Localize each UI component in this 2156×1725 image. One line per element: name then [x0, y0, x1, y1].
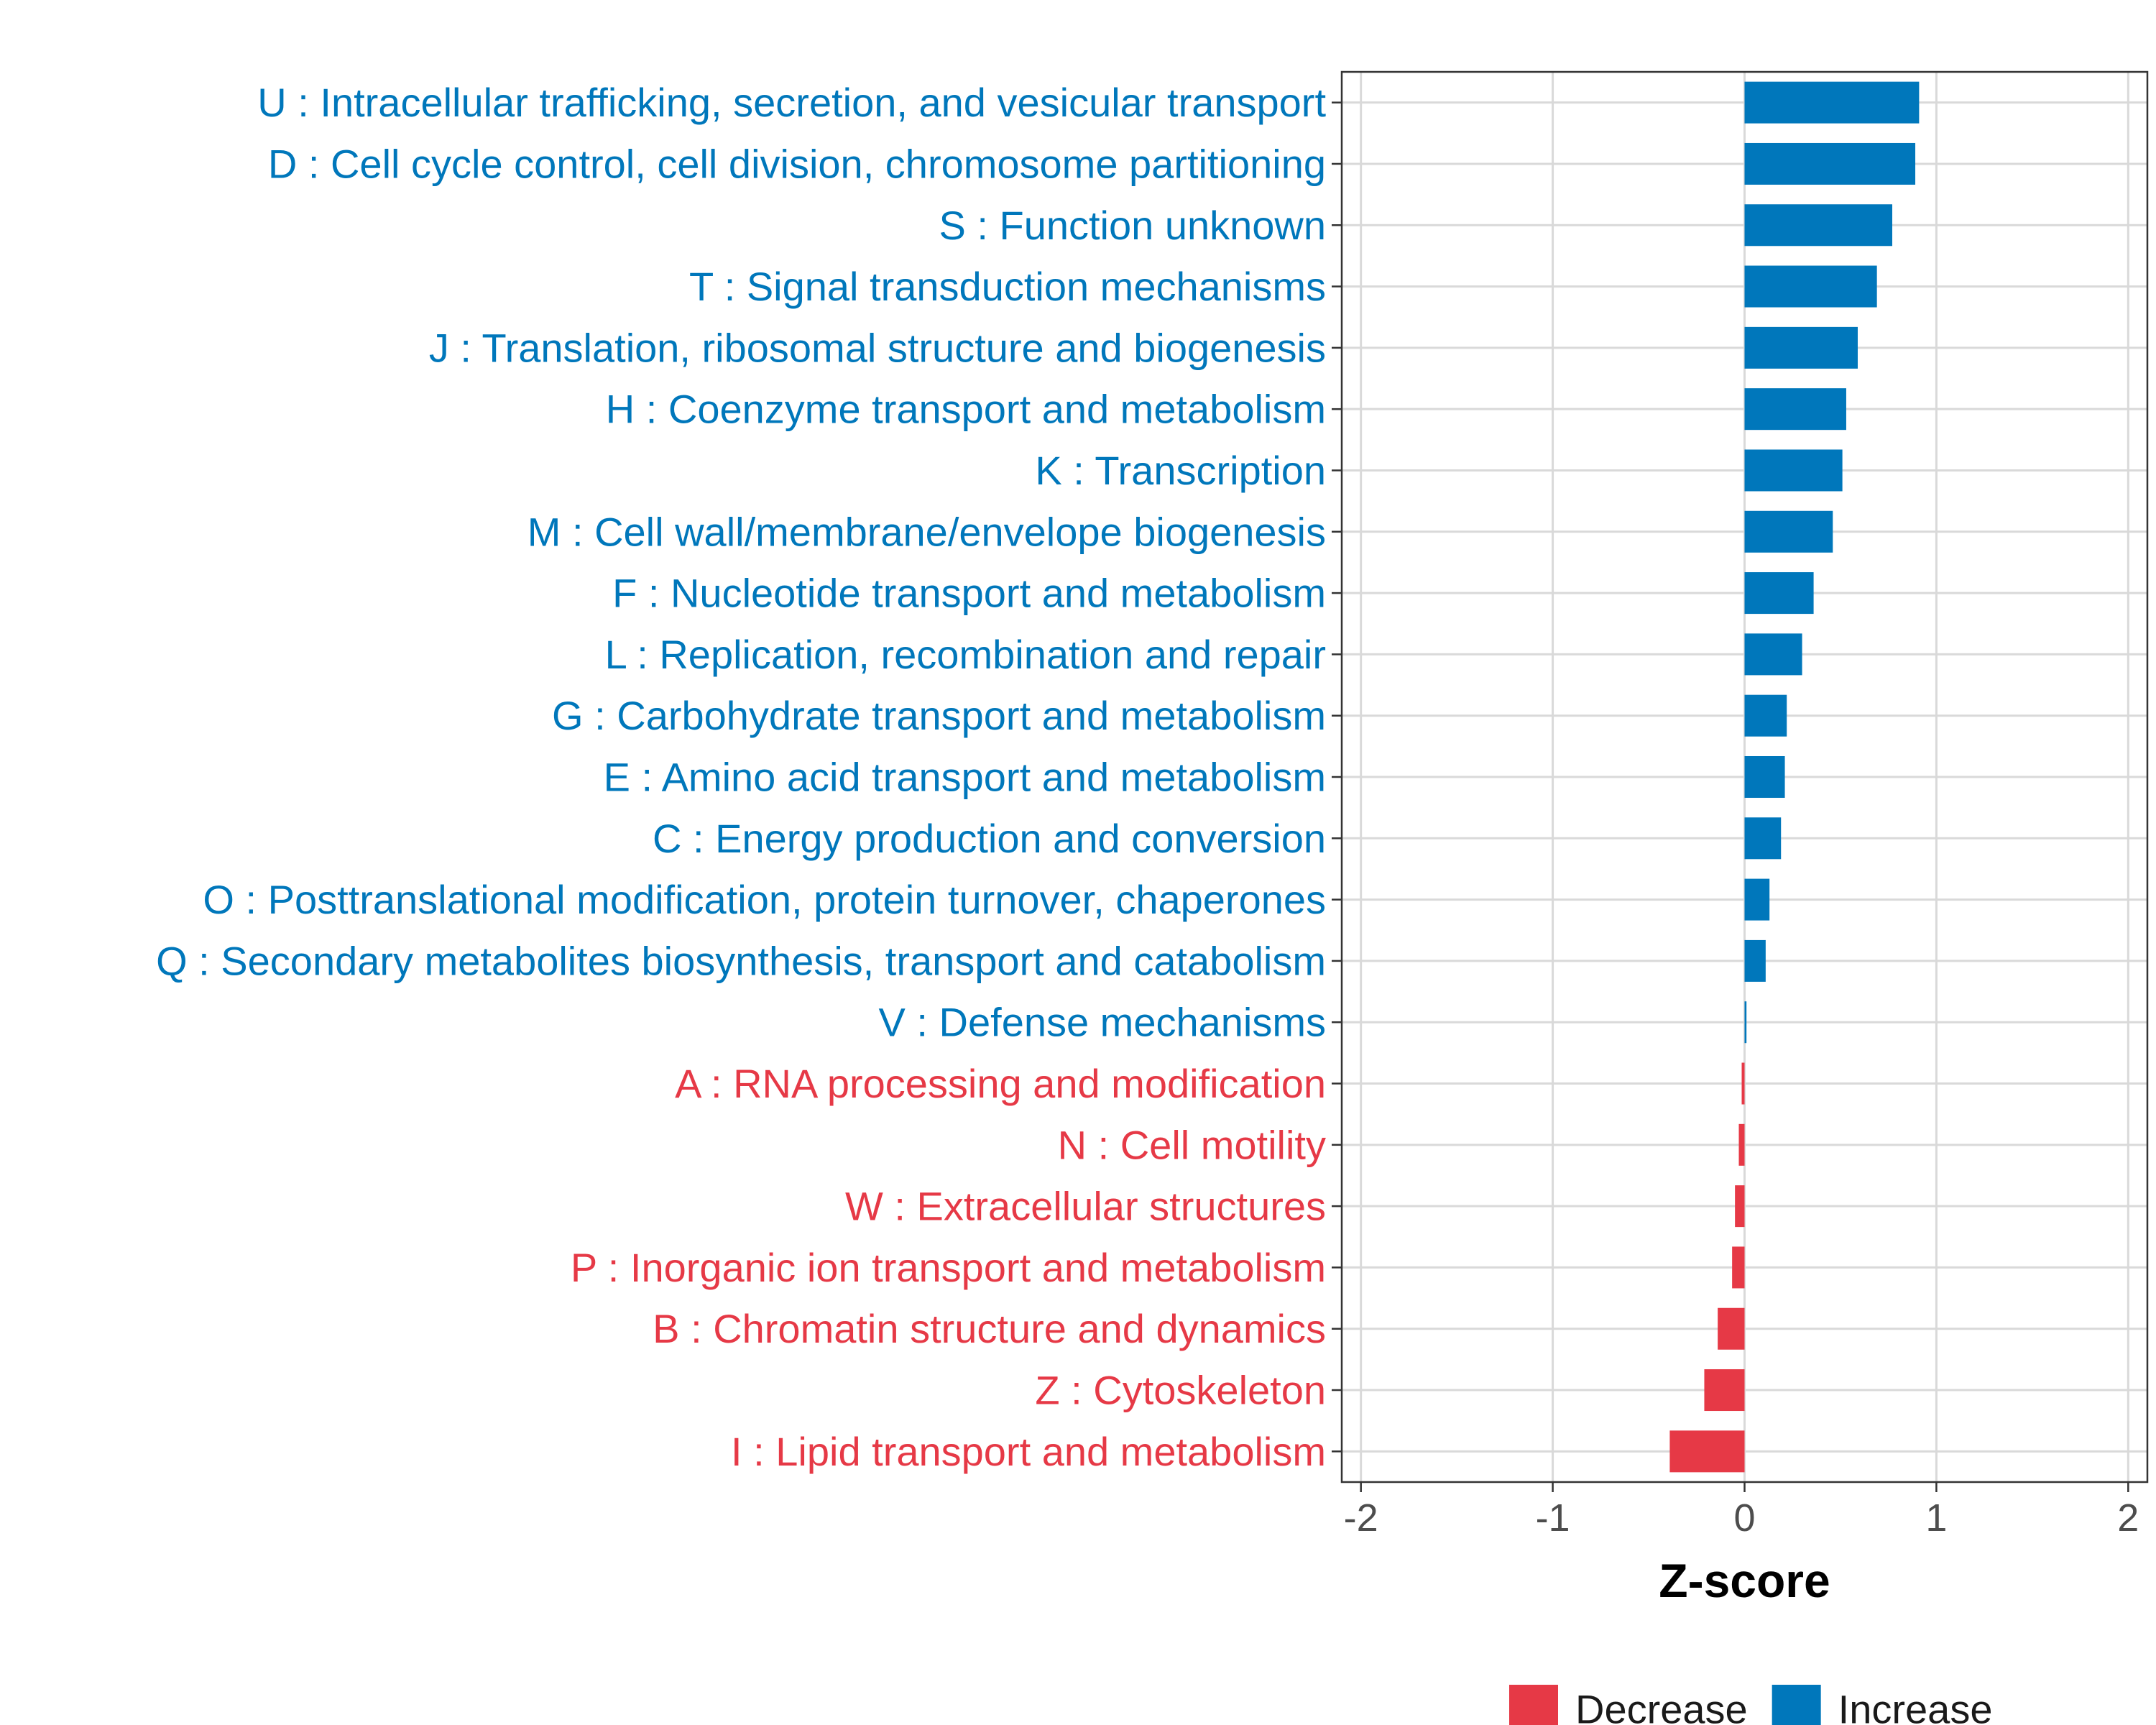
category-label: E : Amino acid transport and metabolism	[604, 755, 1326, 800]
category-label: Q : Secondary metabolites biosynthesis, …	[156, 938, 1326, 983]
category-label: F : Nucleotide transport and metabolism	[612, 571, 1326, 616]
bar	[1704, 1369, 1745, 1412]
bar	[1735, 1185, 1745, 1228]
category-label: B : Chromatin structure and dynamics	[653, 1306, 1326, 1351]
category-label: I : Lipid transport and metabolism	[731, 1429, 1326, 1474]
bar	[1732, 1246, 1745, 1289]
bar	[1744, 817, 1782, 860]
legend-swatch	[1509, 1685, 1558, 1725]
category-label: W : Extracellular structures	[845, 1184, 1326, 1229]
category-label: G : Carbohydrate transport and metabolis…	[552, 693, 1326, 738]
x-tick-label: 2	[2117, 1496, 2139, 1540]
legend-swatch	[1772, 1685, 1821, 1725]
category-label: H : Coenzyme transport and metabolism	[606, 387, 1326, 432]
category-label: D : Cell cycle control, cell division, c…	[268, 141, 1326, 186]
bar	[1744, 1001, 1747, 1044]
bar	[1744, 265, 1877, 308]
x-tick-label: -1	[1536, 1496, 1570, 1540]
legend-label: Increase	[1838, 1687, 1993, 1725]
category-label: K : Transcription	[1035, 448, 1326, 493]
category-label: N : Cell motility	[1058, 1122, 1326, 1167]
bar	[1744, 633, 1802, 676]
bar	[1744, 939, 1766, 982]
bar	[1744, 694, 1787, 737]
bar	[1744, 878, 1770, 921]
category-label: V : Defense mechanisms	[879, 1000, 1326, 1045]
bar	[1744, 572, 1814, 615]
category-label: C : Energy production and conversion	[653, 816, 1326, 861]
category-label: O : Posttranslational modification, prot…	[203, 877, 1326, 922]
bar	[1744, 81, 1920, 124]
bar	[1744, 142, 1916, 185]
legend-label: Decrease	[1575, 1687, 1748, 1725]
bar	[1741, 1062, 1745, 1105]
category-label: J : Translation, ribosomal structure and…	[429, 325, 1326, 370]
bar	[1669, 1430, 1745, 1473]
bar	[1744, 510, 1833, 553]
x-tick-label: -2	[1344, 1496, 1378, 1540]
category-label: T : Signal transduction mechanisms	[689, 264, 1326, 309]
bar	[1744, 755, 1785, 799]
bar	[1744, 449, 1843, 492]
category-label: U : Intracellular trafficking, secretion…	[257, 80, 1326, 125]
bar	[1744, 204, 1893, 247]
bar	[1738, 1123, 1745, 1166]
category-label: L : Replication, recombination and repai…	[605, 632, 1326, 677]
category-label: M : Cell wall/membrane/envelope biogenes…	[528, 509, 1326, 554]
x-axis-title: Z-score	[1659, 1554, 1830, 1607]
category-label: Z : Cytoskeleton	[1035, 1368, 1326, 1413]
category-label: A : RNA processing and modification	[675, 1061, 1326, 1106]
x-tick-label: 1	[1925, 1496, 1947, 1540]
bar	[1718, 1307, 1745, 1350]
category-label: S : Function unknown	[939, 203, 1326, 248]
x-tick-label: 0	[1733, 1496, 1755, 1540]
bar	[1744, 326, 1858, 369]
category-label: P : Inorganic ion transport and metaboli…	[571, 1245, 1326, 1290]
bar	[1744, 388, 1846, 431]
